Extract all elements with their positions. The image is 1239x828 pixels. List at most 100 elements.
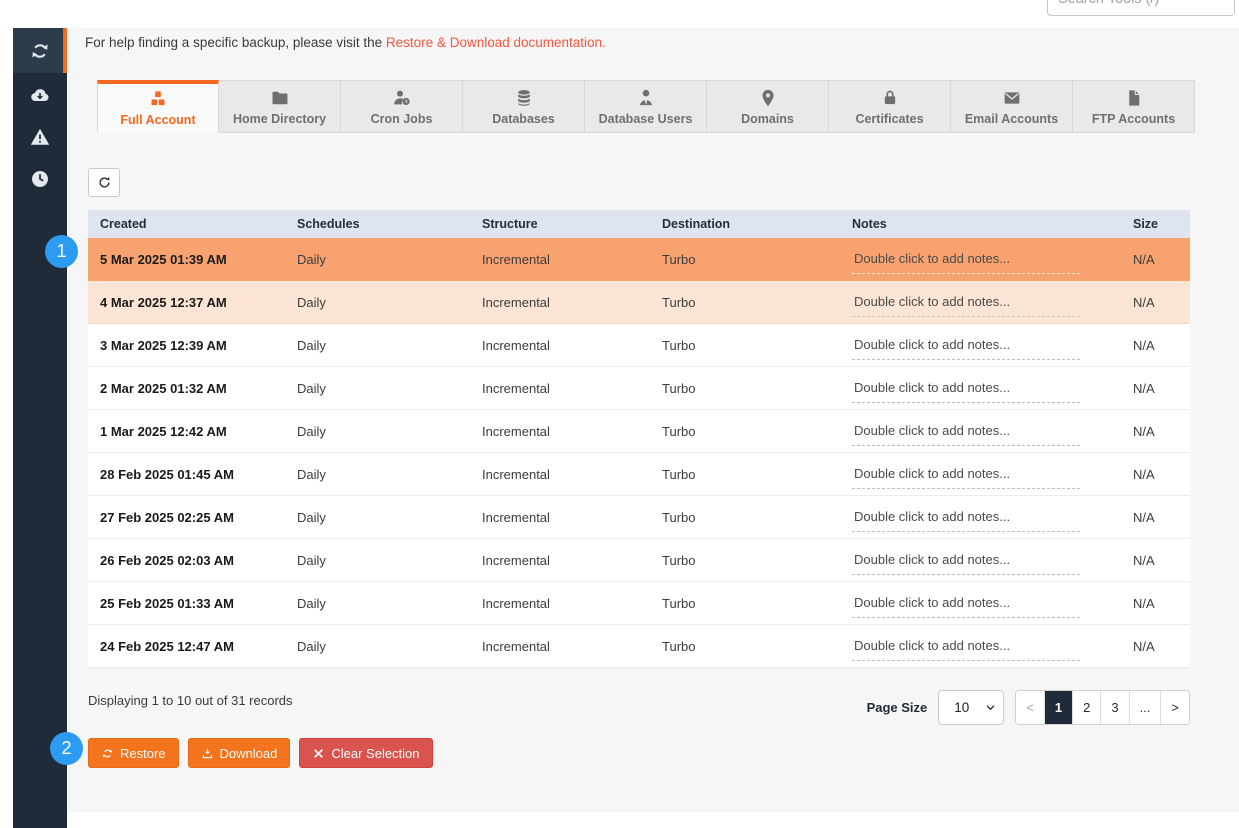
tab-ftp-accounts[interactable]: FTP Accounts [1073,80,1195,133]
row-destination: Turbo [662,638,696,654]
table-row[interactable]: 26 Feb 2025 02:03 AM Daily Incremental T… [88,539,1190,582]
pagination-area: Page Size 10 <1 2 3... > [867,690,1190,725]
page-button-2[interactable]: 2 [1072,691,1101,724]
warning-icon [29,126,51,148]
sync-icon [101,747,114,760]
tab-domains[interactable]: Domains [707,80,829,133]
column-header-size[interactable]: Size [1133,217,1159,231]
row-schedules: Daily [297,337,326,353]
row-size: N/A [1133,337,1155,353]
help-text-prefix: For help finding a specific backup, plea… [85,35,386,50]
row-destination: Turbo [662,509,696,525]
row-structure: Incremental [482,509,550,525]
row-structure: Incremental [482,595,550,611]
database-icon [514,88,534,108]
tab-bar: Full Account Home Directory Cron Jobs Datab… [97,80,1195,133]
tab-label: FTP Accounts [1091,111,1176,126]
tab-full-account[interactable]: Full Account [97,80,219,133]
row-structure: Incremental [482,552,550,568]
sidebar-item-clock[interactable] [13,159,67,199]
row-schedules: Daily [297,466,326,482]
page-button-1[interactable]: 1 [1043,691,1073,724]
records-summary: Displaying 1 to 10 out of 31 records [88,693,293,708]
refresh-icon [97,175,112,190]
tab-label: Databases [492,111,555,126]
tab-certificates[interactable]: Certificates [829,80,951,133]
tab-home-directory[interactable]: Home Directory [219,80,341,133]
clear-selection-button[interactable]: Clear Selection [299,738,433,768]
download-button[interactable]: Download [187,738,291,768]
column-header-created[interactable]: Created [100,217,147,231]
table-header-row: Created Schedules Structure Destination … [88,210,1190,238]
table-row[interactable]: 3 Mar 2025 12:39 AM Daily Incremental Tu… [88,324,1190,367]
sync-icon [29,40,51,62]
row-schedules: Daily [297,294,326,310]
cubes-icon [148,89,168,109]
table-row[interactable]: 5 Mar 2025 01:39 AM Daily Incremental Tu… [88,238,1190,281]
download-icon [201,747,214,760]
notes-field[interactable]: Double click to add notes... [852,245,1080,274]
restore-download-doc-link[interactable]: Restore & Download documentation. [385,35,606,50]
user-clock-icon [392,88,412,108]
page-button-ellipsis[interactable]: ... [1128,691,1161,724]
notes-field[interactable]: Double click to add notes... [852,546,1080,575]
page-button-prev[interactable]: < [1016,691,1044,724]
row-created: 28 Feb 2025 01:45 AM [100,466,234,482]
tab-database-users[interactable]: Database Users [585,80,707,133]
table-row[interactable]: 2 Mar 2025 01:32 AM Daily Incremental Tu… [88,367,1190,410]
column-header-structure[interactable]: Structure [482,217,538,231]
button-label: Download [219,745,278,761]
notes-field[interactable]: Double click to add notes... [852,331,1080,360]
sidebar-item-sync[interactable] [13,28,67,73]
row-size: N/A [1133,466,1155,482]
row-schedules: Daily [297,638,326,654]
row-created: 25 Feb 2025 01:33 AM [100,595,234,611]
backups-table: Created Schedules Structure Destination … [88,210,1190,668]
column-header-schedules[interactable]: Schedules [297,217,360,231]
row-structure: Incremental [482,638,550,654]
refresh-table-button[interactable] [88,168,120,197]
row-size: N/A [1133,595,1155,611]
sidebar-item-warning[interactable] [13,117,67,157]
tab-label: Full Account [120,113,196,127]
page-buttons: <1 2 3... > [1015,690,1190,725]
table-row[interactable]: 25 Feb 2025 01:33 AM Daily Incremental T… [88,582,1190,625]
notes-field[interactable]: Double click to add notes... [852,417,1080,446]
file-icon [1124,88,1144,108]
row-created: 2 Mar 2025 01:32 AM [100,380,227,396]
tab-label: Email Accounts [964,111,1059,126]
notes-field[interactable]: Double click to add notes... [852,589,1080,618]
row-size: N/A [1133,380,1155,396]
notes-field[interactable]: Double click to add notes... [852,460,1080,489]
page-button-3[interactable]: 3 [1100,691,1129,724]
tab-databases[interactable]: Databases [463,80,585,133]
row-destination: Turbo [662,294,696,310]
search-tools-input[interactable] [1047,0,1235,16]
sidebar-item-cloud-download[interactable] [13,75,67,115]
tab-cron-jobs[interactable]: Cron Jobs [341,80,463,133]
table-row[interactable]: 4 Mar 2025 12:37 AM Daily Incremental Tu… [88,281,1190,324]
button-label: Restore [120,745,166,761]
page-button-next[interactable]: > [1160,691,1189,724]
tab-email-accounts[interactable]: Email Accounts [951,80,1073,133]
page-size-select[interactable]: 10 [938,690,1005,725]
column-header-notes[interactable]: Notes [852,217,887,231]
button-label: Clear Selection [331,745,420,761]
table-row[interactable]: 1 Mar 2025 12:42 AM Daily Incremental Tu… [88,410,1190,453]
row-structure: Incremental [482,251,550,267]
table-body: 5 Mar 2025 01:39 AM Daily Incremental Tu… [88,238,1190,668]
row-schedules: Daily [297,423,326,439]
row-schedules: Daily [297,595,326,611]
notes-field[interactable]: Double click to add notes... [852,632,1080,661]
table-row[interactable]: 27 Feb 2025 02:25 AM Daily Incremental T… [88,496,1190,539]
notes-field[interactable]: Double click to add notes... [852,374,1080,403]
column-header-destination[interactable]: Destination [662,217,731,231]
notes-field[interactable]: Double click to add notes... [852,503,1080,532]
row-created: 1 Mar 2025 12:42 AM [100,423,227,439]
notes-field[interactable]: Double click to add notes... [852,288,1080,317]
row-destination: Turbo [662,423,696,439]
table-row[interactable]: 28 Feb 2025 01:45 AM Daily Incremental T… [88,453,1190,496]
restore-button[interactable]: Restore [88,738,179,768]
table-row[interactable]: 24 Feb 2025 12:47 AM Daily Incremental T… [88,625,1190,668]
row-size: N/A [1133,294,1155,310]
